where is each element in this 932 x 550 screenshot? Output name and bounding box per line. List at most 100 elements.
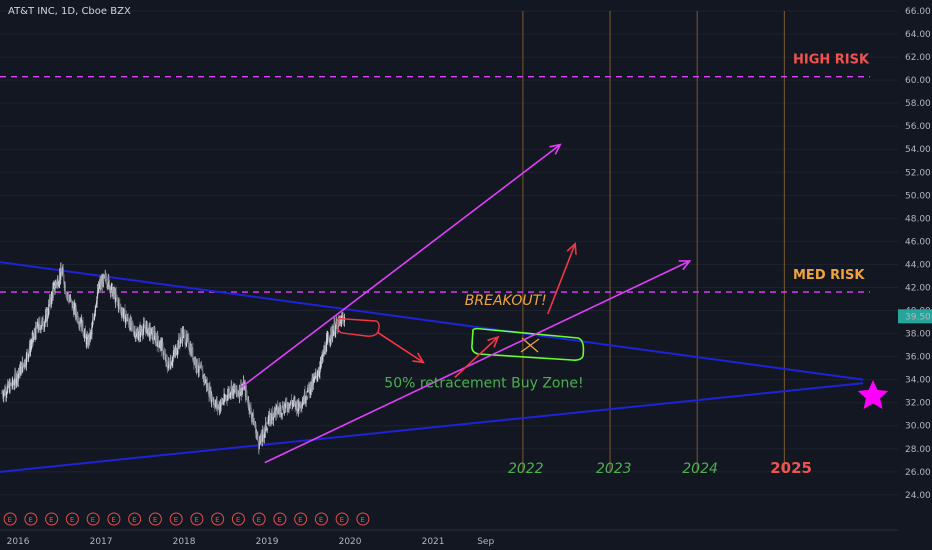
candle-body — [106, 278, 108, 284]
candle-body — [297, 402, 299, 413]
candle-body — [30, 345, 32, 353]
earnings-marker-label: E — [70, 516, 74, 524]
earnings-marker-label: E — [298, 516, 302, 524]
candle-body — [46, 310, 48, 321]
candle-body — [15, 375, 17, 384]
price-axis[interactable]: 66.00 64.00 62.00 60.00 58.00 56.00 54.00 52.00… — [898, 0, 932, 550]
arrow-line — [454, 336, 499, 378]
candle-body — [93, 319, 95, 321]
year-label-2023: 2023 — [596, 461, 632, 477]
y-tick-label: 42.00 — [905, 283, 931, 293]
candle-body — [293, 399, 295, 404]
candle-body — [213, 401, 215, 405]
candle-body — [162, 343, 164, 355]
candle-body — [174, 349, 176, 354]
candle-body — [170, 360, 172, 366]
candle-body — [35, 325, 37, 329]
candle-body — [135, 336, 137, 339]
candle-body — [273, 408, 276, 412]
candle-body — [9, 381, 11, 385]
candle-body — [143, 322, 145, 324]
candle-body — [63, 274, 65, 283]
candle-body — [126, 319, 128, 322]
candle-body — [127, 316, 129, 321]
candle-body — [319, 366, 321, 373]
y-tick-label: 62.00 — [905, 53, 931, 63]
price-axis-bg[interactable] — [898, 0, 932, 550]
candle-body — [86, 336, 88, 338]
candle-body — [263, 434, 265, 438]
y-tick-label: 24.00 — [905, 491, 931, 501]
earnings-marker — [86, 512, 100, 526]
candle-body — [199, 362, 201, 368]
candle-body — [328, 338, 330, 343]
candle-body — [99, 283, 101, 288]
candle-body — [107, 277, 109, 287]
candle-body — [47, 310, 49, 315]
candle-body — [312, 378, 314, 386]
candle-body — [95, 304, 98, 306]
arrow-head — [487, 335, 500, 348]
candle-body — [339, 321, 341, 323]
y-tick-label: 60.00 — [905, 76, 931, 86]
candle-body — [229, 390, 231, 396]
candle-body — [174, 353, 176, 355]
candle-body — [285, 399, 287, 403]
retracement-label: 50% retracement Buy Zone! — [384, 376, 583, 392]
candle-body — [308, 384, 310, 388]
candle-body — [86, 337, 88, 344]
candle-body — [258, 441, 261, 446]
earnings-marker — [45, 512, 59, 526]
candle-body — [42, 325, 45, 327]
earnings-marker — [107, 512, 121, 526]
earnings-marker — [190, 512, 204, 526]
candle-body — [334, 323, 336, 335]
candle-body — [5, 394, 7, 396]
candle-body — [271, 411, 273, 421]
y-tick-label: 32.00 — [905, 399, 931, 409]
candle-body — [260, 434, 262, 441]
candle-body — [326, 336, 329, 342]
candle-body — [314, 375, 316, 380]
candle-body — [89, 333, 91, 341]
trendlines — [0, 261, 864, 473]
candle-body — [289, 402, 292, 404]
candle-body — [246, 395, 248, 398]
candle-body — [331, 328, 333, 330]
candle-body — [77, 314, 79, 322]
candle-body — [118, 302, 120, 304]
candle-body — [108, 277, 110, 281]
last-price-label: 39.50 — [905, 312, 931, 322]
candle-body — [142, 328, 144, 336]
candle-body — [286, 402, 288, 408]
candle-body — [16, 380, 18, 384]
candle-body — [61, 269, 63, 275]
candle-body — [209, 387, 211, 400]
candle-body — [250, 406, 252, 414]
earnings-marker-label: E — [132, 516, 136, 524]
candle-body — [272, 414, 274, 421]
candle-body — [54, 287, 56, 290]
breakout-x-mark — [520, 337, 540, 353]
candle-body — [113, 287, 115, 295]
candle-body — [132, 325, 134, 327]
candle-body — [320, 363, 322, 366]
time-axis[interactable]: 2016 2017 2018 2019 2020 2021 Sep — [0, 529, 898, 547]
candle-body — [314, 375, 316, 377]
candle-body — [159, 342, 161, 347]
candle-body — [102, 275, 104, 288]
candle-body — [131, 321, 133, 326]
candle-body — [11, 378, 14, 386]
candle-body — [330, 328, 332, 340]
trendline — [0, 382, 864, 473]
candle-body — [186, 334, 188, 339]
earnings-marker — [273, 512, 287, 526]
candle-body — [268, 415, 270, 422]
y-tick-label: 36.00 — [905, 353, 931, 363]
candle-body — [38, 321, 40, 331]
arrow-head — [566, 242, 577, 255]
candle-body — [275, 405, 278, 408]
earnings-marker — [148, 512, 162, 526]
